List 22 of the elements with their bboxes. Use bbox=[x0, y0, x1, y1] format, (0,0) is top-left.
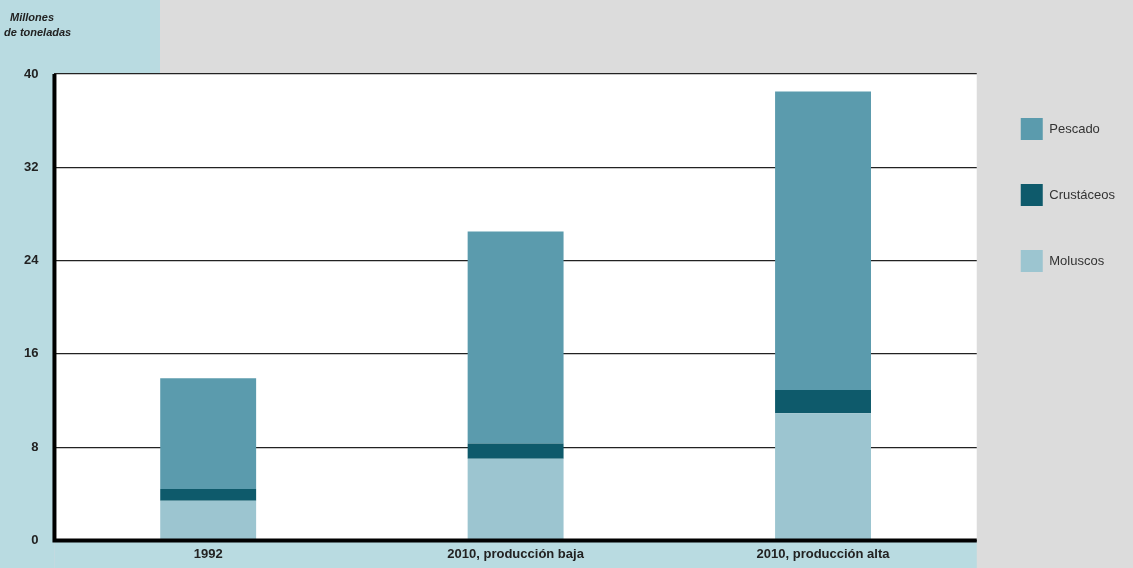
bar bbox=[160, 489, 257, 501]
bar bbox=[775, 389, 871, 414]
bar bbox=[467, 443, 564, 459]
y-tick-label: 16 bbox=[23, 345, 39, 361]
x-tick-label: 1992 bbox=[193, 545, 223, 561]
y-tick-label: 32 bbox=[23, 158, 39, 174]
y-axis-title: Millones de toneladas bbox=[4, 10, 72, 38]
bar bbox=[160, 378, 257, 490]
y-tick-label: 8 bbox=[31, 438, 39, 454]
bar bbox=[467, 458, 564, 540]
bar bbox=[775, 91, 871, 390]
x-tick-label: 2010, producción alta bbox=[756, 545, 891, 561]
y-tick-label: 0 bbox=[31, 531, 39, 547]
bar bbox=[775, 413, 871, 540]
y-tick-label: 40 bbox=[23, 65, 39, 81]
bar bbox=[467, 231, 564, 444]
x-tick-label: 2010, producción baja bbox=[447, 545, 585, 561]
bar bbox=[160, 500, 257, 540]
legend-label: Crustáceos bbox=[1049, 186, 1116, 202]
y-tick-label: 24 bbox=[23, 252, 40, 268]
legend-label: Moluscos bbox=[1049, 252, 1105, 268]
legend-label: Pescado bbox=[1049, 120, 1100, 136]
